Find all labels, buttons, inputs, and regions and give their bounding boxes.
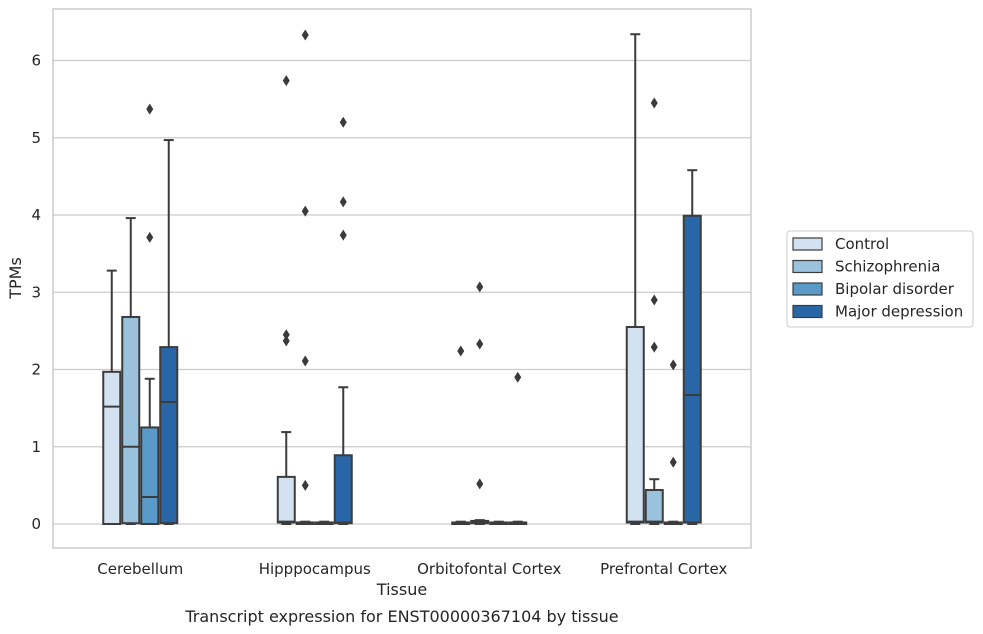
y-tick-label: 0 xyxy=(31,515,41,533)
plot-frame xyxy=(52,8,752,549)
outlier-point xyxy=(457,345,465,357)
y-tick-label: 4 xyxy=(31,206,41,224)
series-control xyxy=(102,33,645,526)
outlier-point xyxy=(146,103,154,115)
box xyxy=(159,346,179,525)
outlier-point xyxy=(514,371,522,383)
outlier-point xyxy=(339,116,347,128)
outlier-point xyxy=(339,196,347,208)
outlier-point xyxy=(301,355,309,367)
outlier-point xyxy=(282,329,290,341)
x-tick-label: Cerebellum xyxy=(97,560,183,578)
box xyxy=(682,214,702,524)
outlier-point xyxy=(146,231,154,243)
legend-swatch xyxy=(792,304,823,319)
legend: Control Schizophrenia Bipolar disorder Majo… xyxy=(786,230,974,328)
legend-label: Bipolar disorder xyxy=(835,280,955,298)
legend-swatch xyxy=(792,282,823,296)
outlier-point xyxy=(650,294,658,306)
outlier-point xyxy=(301,29,309,41)
y-tick-label: 5 xyxy=(31,129,41,147)
outlier-point xyxy=(476,478,484,490)
box xyxy=(102,370,122,525)
box xyxy=(644,489,664,524)
series-bipolar-disorder xyxy=(140,103,683,526)
y-tick-label: 6 xyxy=(31,52,41,70)
x-tick-labels: Cerebellum Hipppocampus Orbitofontal Corte… xyxy=(97,560,727,578)
outlier-point xyxy=(282,75,290,87)
y-tick-labels: 0 1 2 3 4 5 6 xyxy=(31,52,41,534)
x-tick-label: Orbitofontal Cortex xyxy=(417,560,561,578)
x-tick-label: Prefrontal Cortex xyxy=(600,560,727,578)
box xyxy=(333,454,353,525)
series-major-depression xyxy=(159,116,702,526)
y-tick-label: 3 xyxy=(31,283,41,301)
box xyxy=(121,315,141,525)
chart-caption: Transcript expression for ENST0000036710… xyxy=(184,607,618,626)
y-tick-label: 1 xyxy=(31,438,41,456)
box xyxy=(140,426,160,525)
outlier-point xyxy=(669,456,677,468)
box xyxy=(625,326,645,524)
outlier-point xyxy=(301,205,309,217)
outlier-point xyxy=(476,281,484,293)
legend-box xyxy=(786,230,974,328)
outlier-point xyxy=(669,359,677,371)
x-axis-label: Tissue xyxy=(376,580,427,599)
outlier-point xyxy=(301,479,309,491)
series-schizophrenia xyxy=(121,29,664,526)
outlier-point xyxy=(282,335,290,347)
legend-swatch xyxy=(792,259,823,274)
legend-label: Major depression xyxy=(835,303,963,321)
box-series-group xyxy=(102,29,702,526)
legend-swatch xyxy=(792,237,823,251)
outlier-point xyxy=(476,338,484,350)
x-tick-label: Hipppocampus xyxy=(259,560,371,578)
legend-label: Control xyxy=(835,235,889,253)
box xyxy=(276,475,296,524)
outlier-point xyxy=(650,341,658,353)
outlier-point xyxy=(339,229,347,241)
legend-label: Schizophrenia xyxy=(835,258,940,276)
y-axis-label: TPMs xyxy=(6,257,25,300)
outlier-point xyxy=(650,97,658,109)
y-tick-label: 2 xyxy=(31,361,41,379)
